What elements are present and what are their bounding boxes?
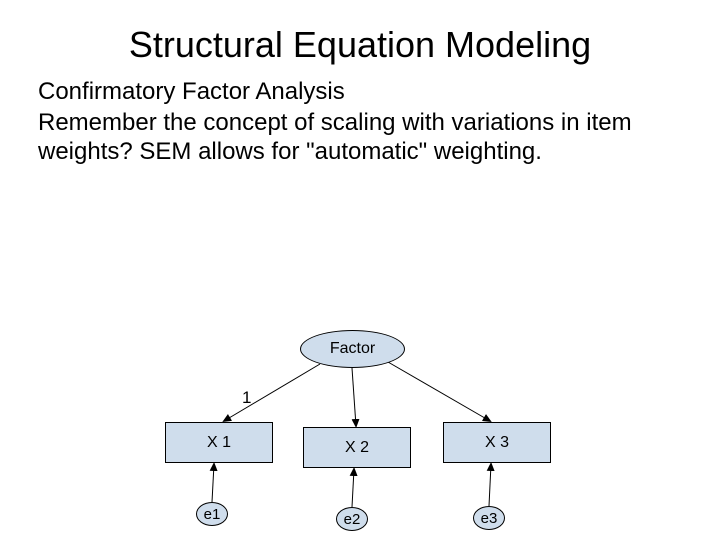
body-line-1: Confirmatory Factor Analysis xyxy=(38,78,678,107)
item-box-x1: X 1 xyxy=(165,422,273,463)
error-node-e3: e3 xyxy=(473,506,505,530)
item-label: X 1 xyxy=(207,434,231,452)
error-label: e2 xyxy=(344,511,361,528)
body-text: Confirmatory Factor Analysis Remember th… xyxy=(38,78,678,168)
body-line-2: Remember the concept of scaling with var… xyxy=(38,109,678,167)
factor-node: Factor xyxy=(300,330,405,368)
item-label: X 3 xyxy=(485,434,509,452)
error-node-e2: e2 xyxy=(336,507,368,531)
error-label: e1 xyxy=(204,506,221,523)
error-node-e1: e1 xyxy=(196,502,228,526)
error-label: e3 xyxy=(481,510,498,527)
item-label: X 2 xyxy=(345,439,369,457)
item-box-x2: X 2 xyxy=(303,427,411,468)
item-box-x3: X 3 xyxy=(443,422,551,463)
page-title: Structural Equation Modeling xyxy=(0,24,720,66)
factor-label: Factor xyxy=(330,340,375,358)
path-label-1: 1 xyxy=(242,388,251,408)
